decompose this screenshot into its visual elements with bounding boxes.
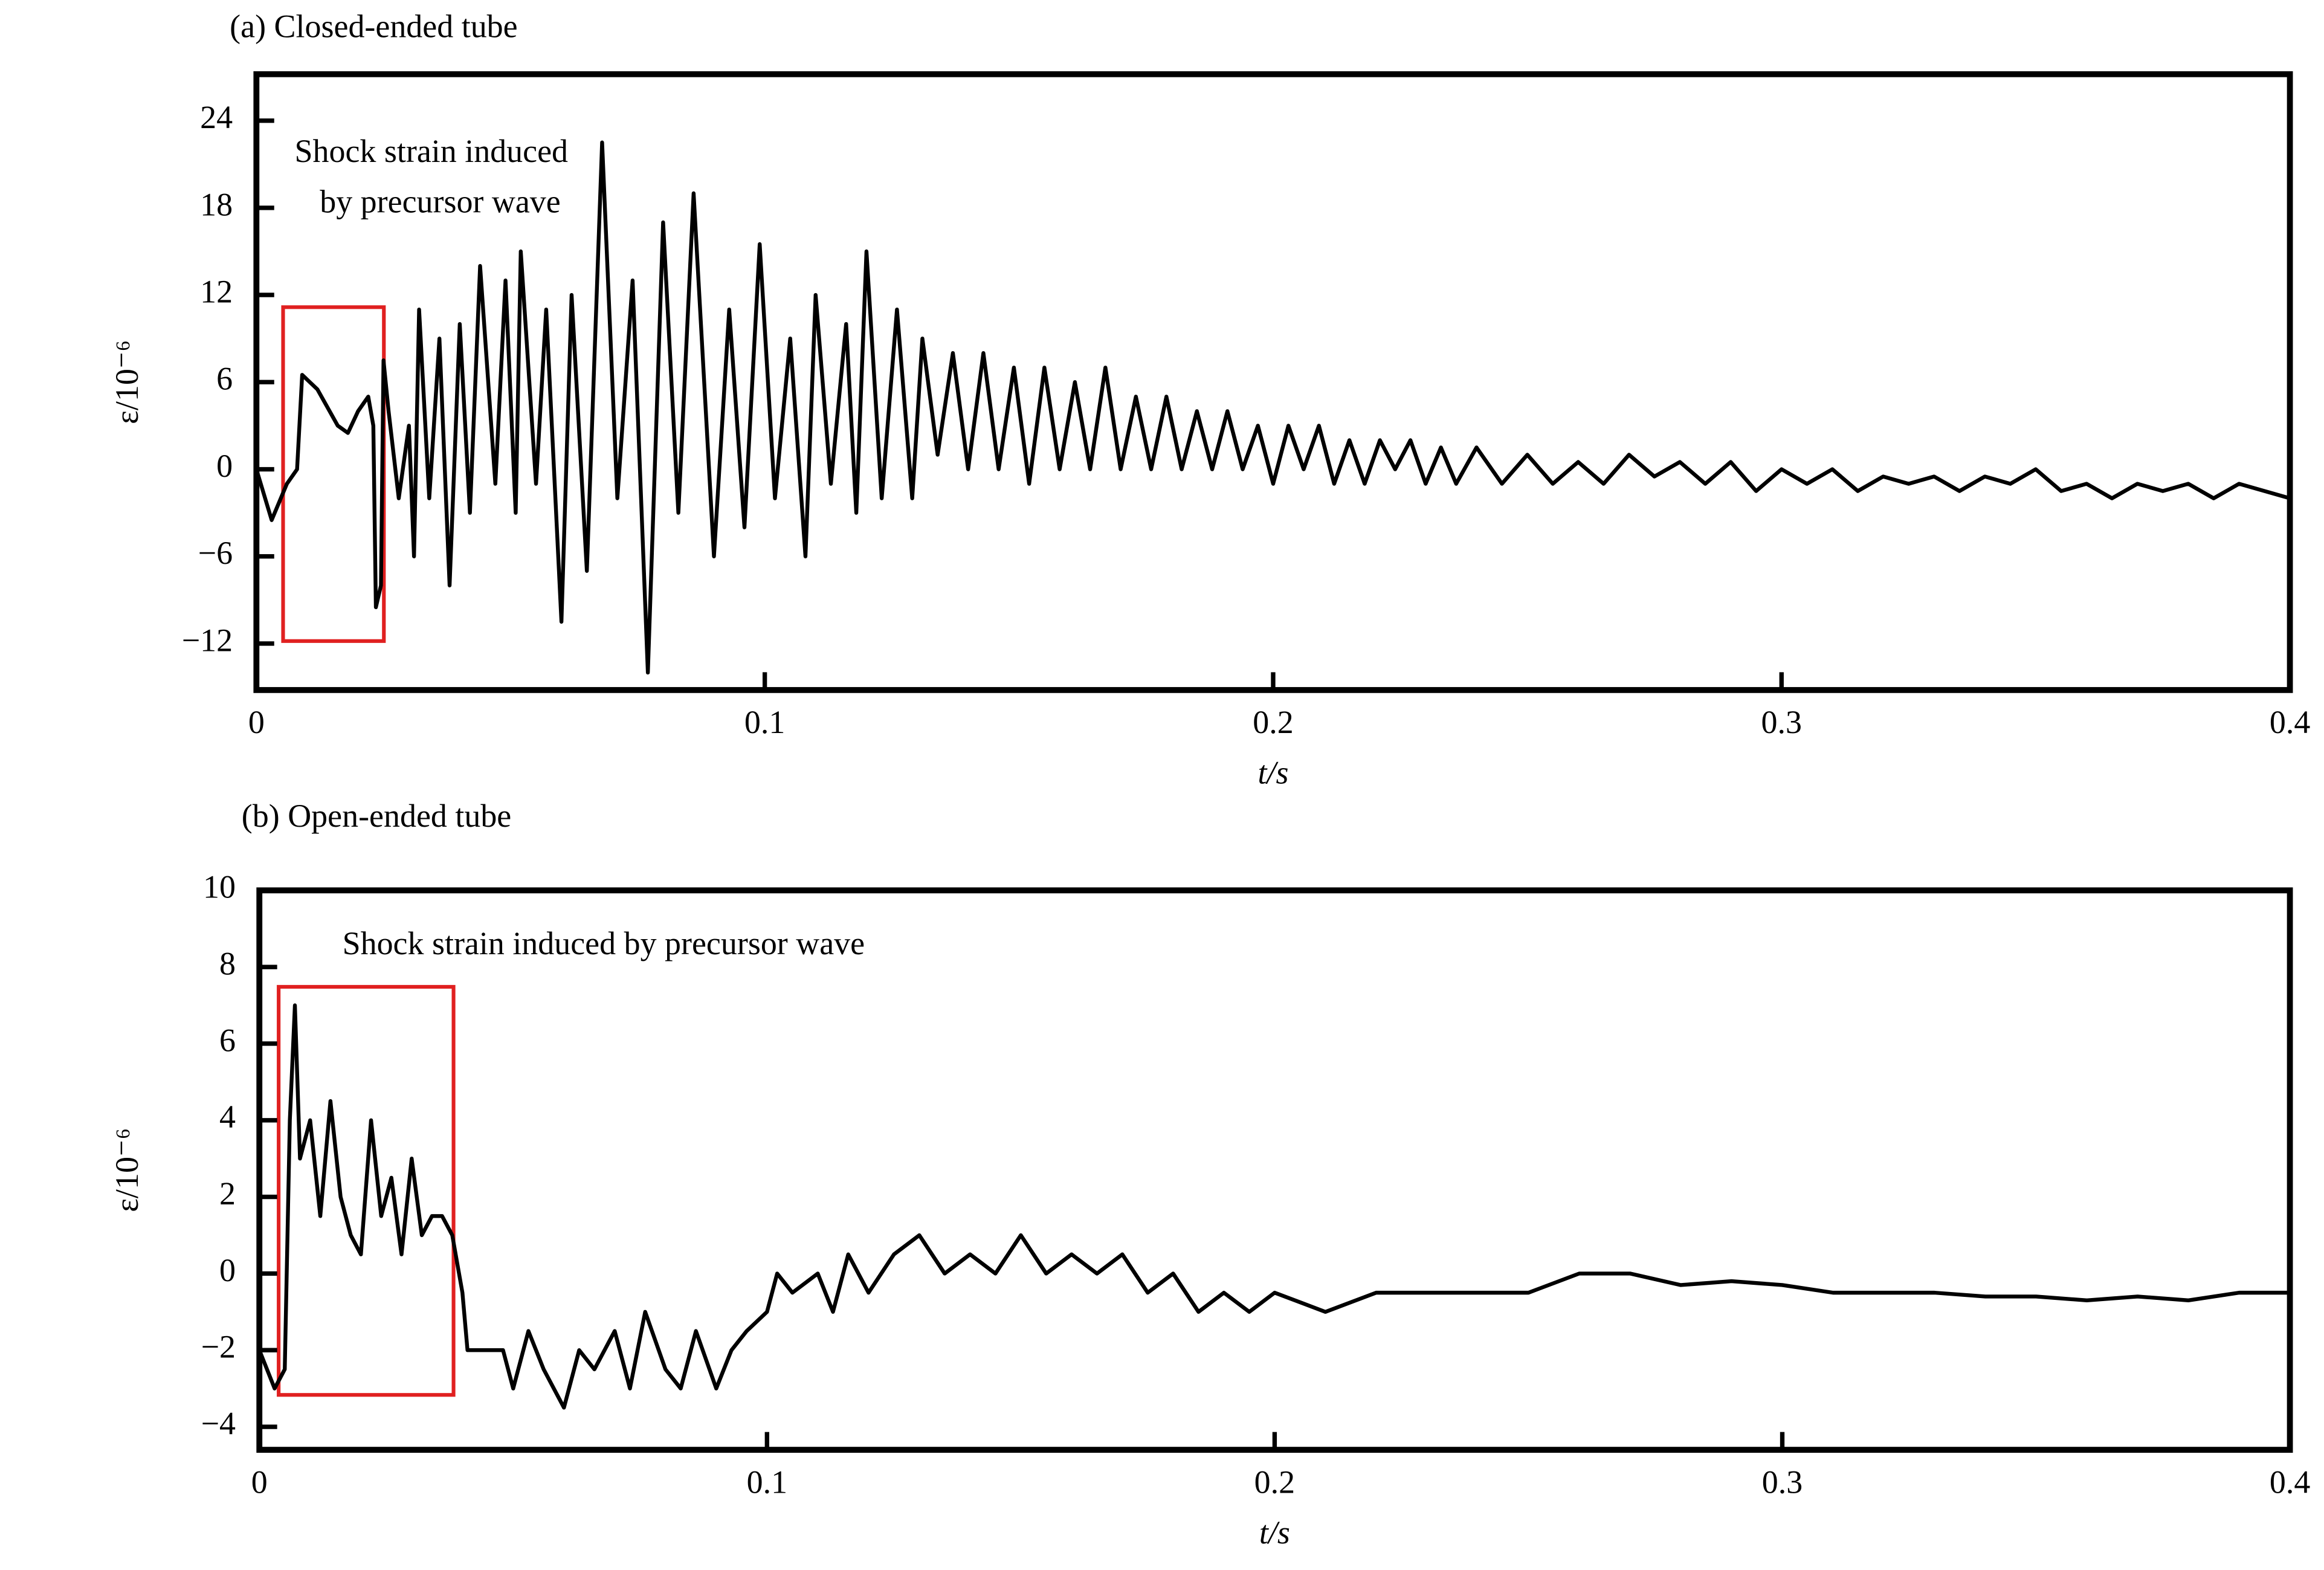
y-tick-label: 2 (219, 1175, 236, 1212)
x-tick-label: 0 (248, 704, 265, 740)
y-tick-label: 6 (216, 361, 233, 397)
x-tick-label: 0.4 (2270, 704, 2310, 740)
y-tick-label: 8 (219, 946, 236, 982)
x-tick-label: 0 (251, 1464, 268, 1500)
y-tick-label: −12 (182, 622, 233, 658)
annotation: Shock strain induced (295, 133, 569, 169)
x-tick-label: 0.3 (1762, 1464, 1803, 1500)
data-line (254, 140, 2291, 675)
y-tick-label: −2 (201, 1329, 236, 1365)
data-line (257, 1003, 2290, 1410)
y-tick-label: −4 (201, 1405, 236, 1441)
x-axis-label: t/s (1259, 1514, 1290, 1551)
chart-title: (a) Closed-ended tube (230, 8, 517, 44)
y-tick-label: 12 (200, 273, 233, 309)
y-tick-label: 10 (203, 869, 236, 905)
plot-frame (256, 887, 2293, 1453)
x-tick-label: 0.2 (1254, 1464, 1295, 1500)
highlight-box (277, 984, 456, 1397)
x-tick-label: 0.1 (747, 1464, 787, 1500)
y-tick-label: −6 (198, 535, 233, 571)
annotation: Shock strain induced by precursor wave (343, 925, 865, 961)
annotation: by precursor wave (320, 183, 560, 219)
x-tick-label: 0.1 (744, 704, 785, 740)
y-tick-label: 24 (200, 99, 233, 135)
y-tick-label: 0 (219, 1252, 236, 1288)
y-tick-label: 0 (216, 448, 233, 484)
y-tick-label: 18 (200, 186, 233, 222)
x-axis-label: t/s (1257, 755, 1288, 791)
y-axis-label: ε/10⁻⁶ (109, 1128, 145, 1212)
y-tick-label: 6 (219, 1022, 236, 1058)
highlight-box (281, 305, 386, 643)
chart-title: (b) Open-ended tube (242, 798, 511, 834)
x-tick-label: 0.2 (1253, 704, 1293, 740)
x-tick-label: 0.4 (2270, 1464, 2310, 1500)
x-tick-label: 0.3 (1761, 704, 1802, 740)
y-axis-label: ε/10⁻⁶ (109, 340, 145, 424)
y-tick-label: 4 (219, 1099, 236, 1135)
plot-frame (253, 71, 2293, 693)
